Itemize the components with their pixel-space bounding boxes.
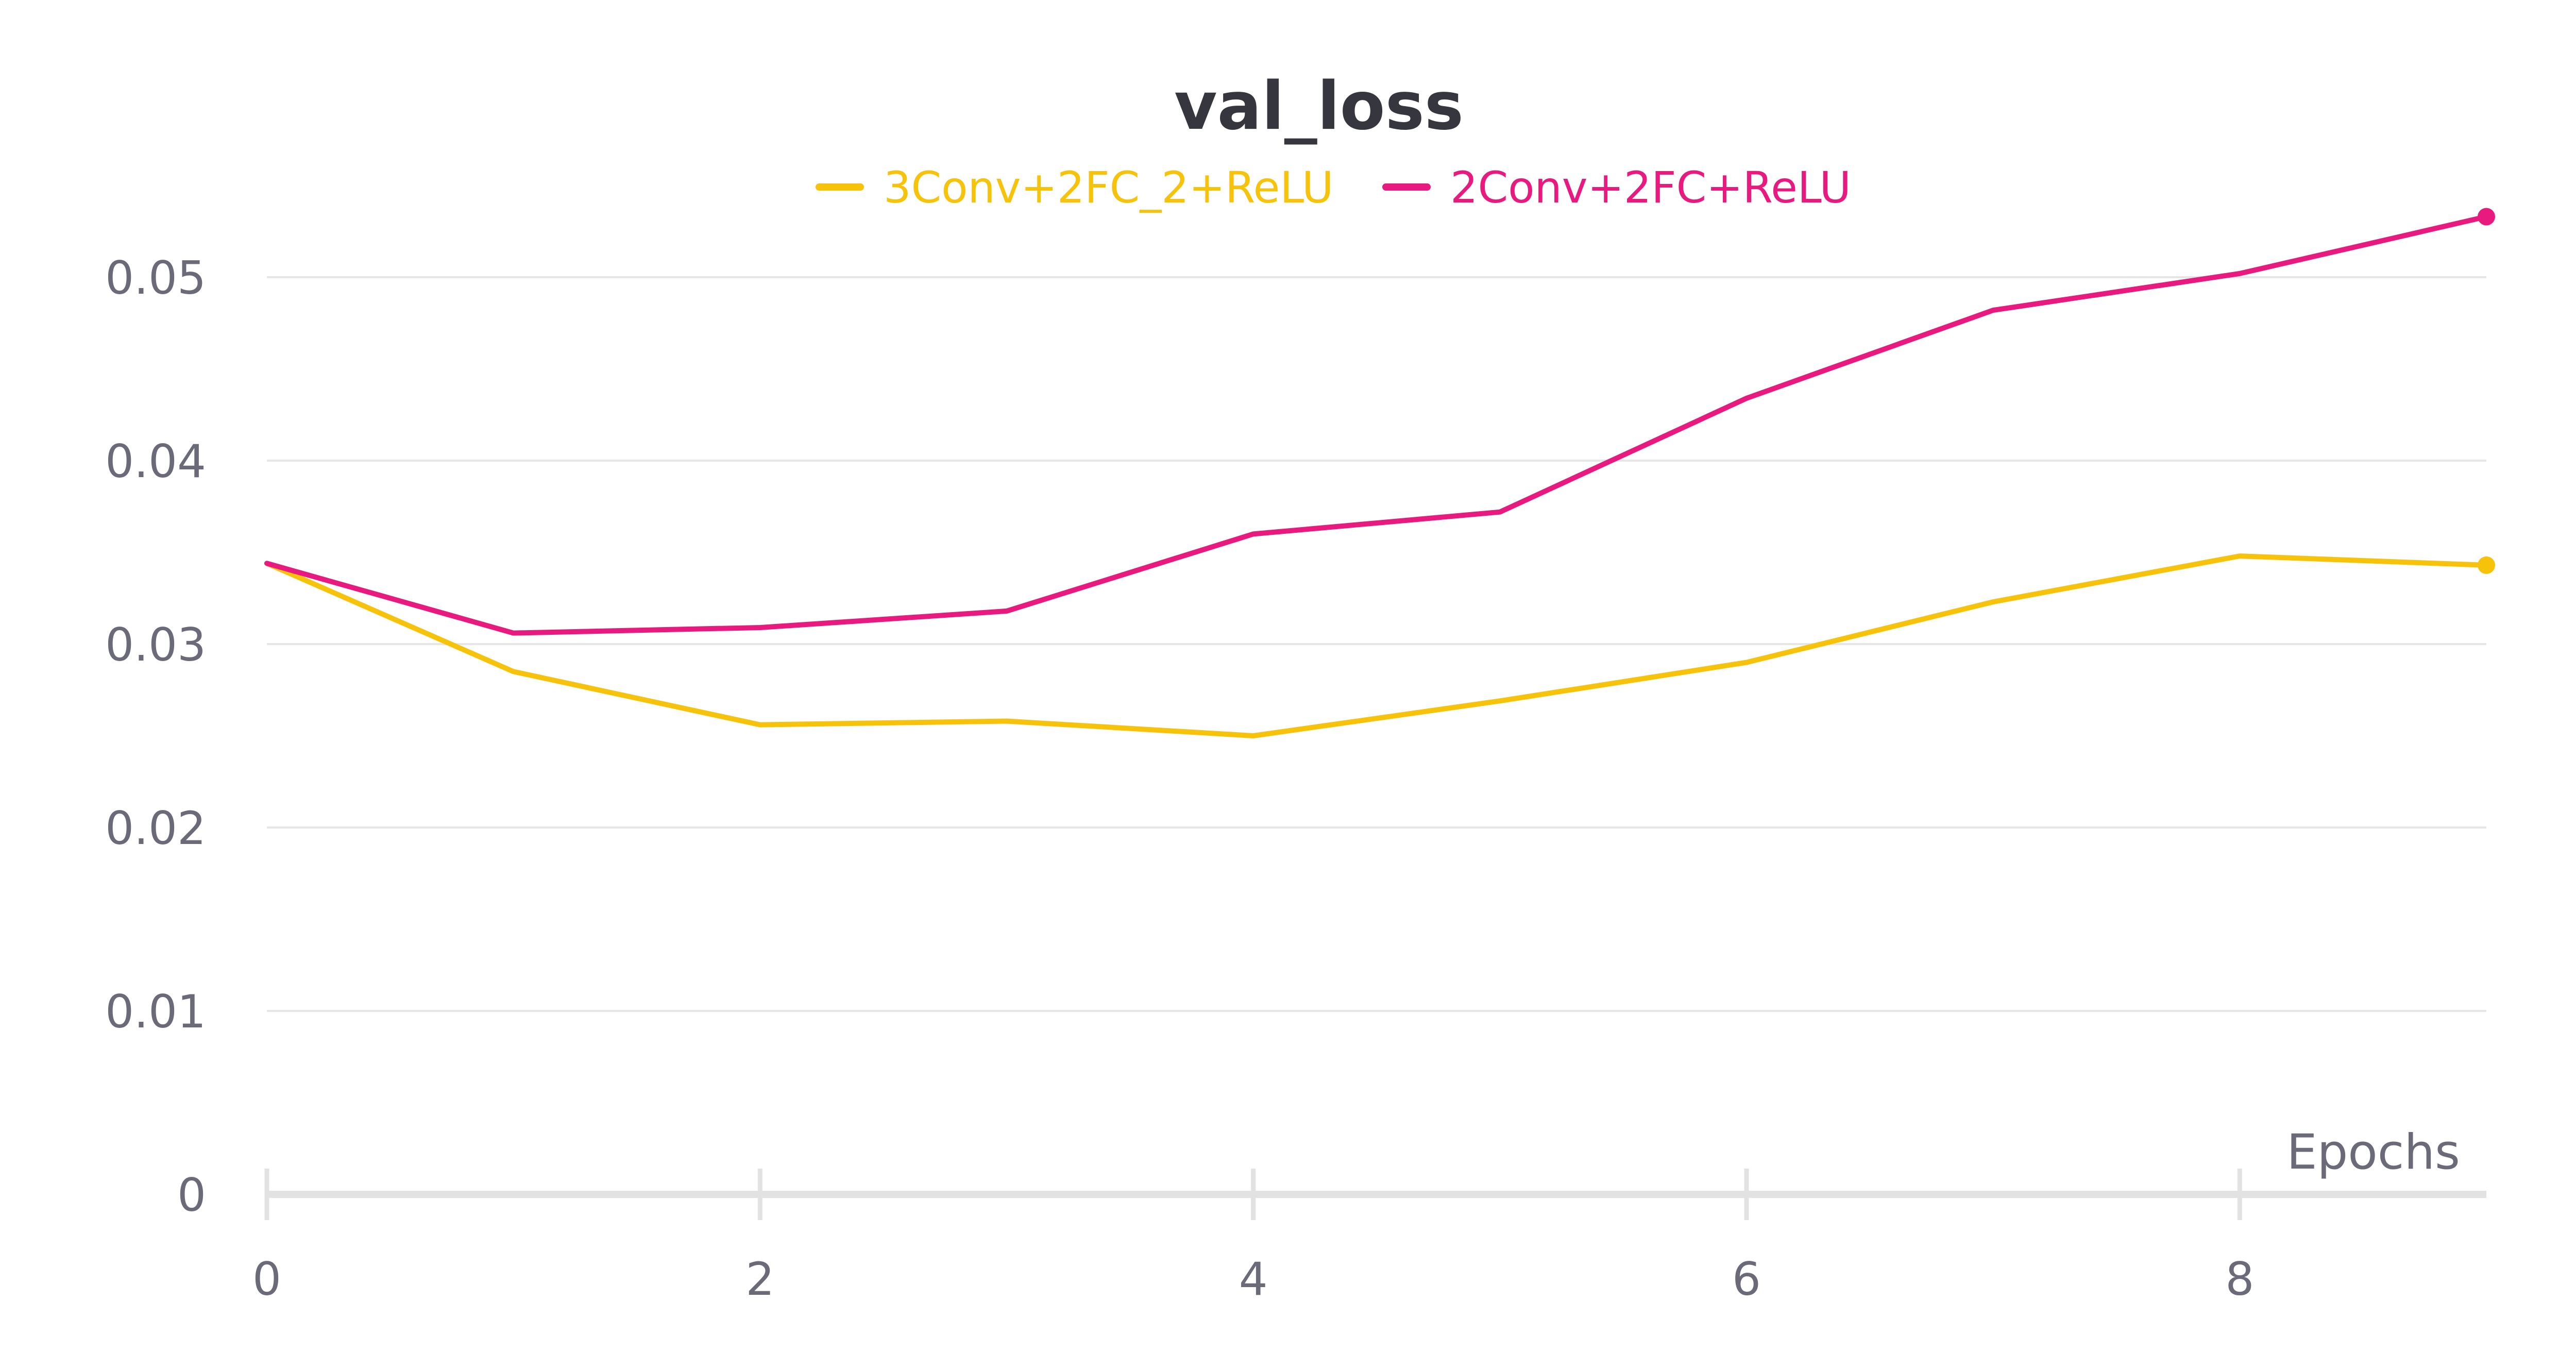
y-tick-label: 0.03 bbox=[105, 618, 206, 671]
legend-label-1: 2Conv+2FC+ReLU bbox=[1450, 162, 1851, 213]
series-1 bbox=[264, 208, 2495, 636]
series-endpoint-0 bbox=[2478, 556, 2495, 574]
x-tick-label: 2 bbox=[745, 1253, 774, 1306]
legend-label-0: 3Conv+2FC_2+ReLU bbox=[884, 162, 1333, 213]
series-0 bbox=[264, 553, 2495, 738]
y-tick-label: 0.05 bbox=[105, 251, 206, 305]
y-tick-label: 0.02 bbox=[105, 802, 206, 855]
x-tick-label: 4 bbox=[1239, 1253, 1268, 1306]
chart-legend: 3Conv+2FC_2+ReLU 2Conv+2FC+ReLU bbox=[816, 162, 1851, 213]
series-group bbox=[264, 208, 2495, 738]
grid-lines bbox=[267, 276, 2486, 1012]
y-tick-label: 0.01 bbox=[105, 985, 206, 1038]
chart-title: val_loss bbox=[1174, 68, 1464, 145]
x-tick-label: 6 bbox=[1732, 1253, 1761, 1306]
series-line-1 bbox=[264, 214, 2489, 636]
x-axis: 0 2 4 6 8 bbox=[252, 1169, 2486, 1306]
y-tick-label: 0 bbox=[177, 1169, 206, 1222]
x-axis-label: Epochs bbox=[2286, 1124, 2460, 1180]
series-line-0 bbox=[264, 553, 2489, 738]
series-endpoint-1 bbox=[2478, 208, 2495, 226]
x-tick-label: 8 bbox=[2225, 1253, 2254, 1306]
x-tick-label: 0 bbox=[252, 1253, 281, 1306]
y-tick-label: 0.04 bbox=[105, 435, 206, 488]
y-axis: 0 0.01 0.02 0.03 0.04 0.05 bbox=[105, 251, 206, 1222]
